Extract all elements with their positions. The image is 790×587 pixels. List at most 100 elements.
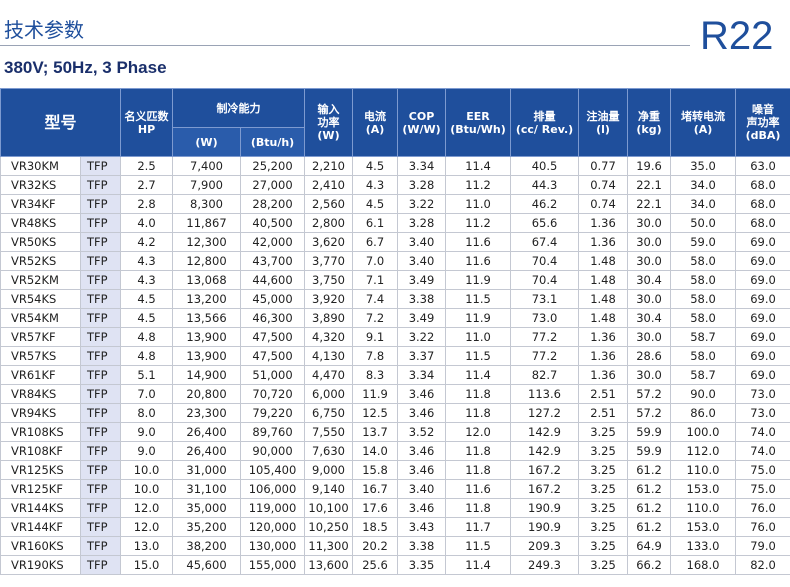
value-cell: 86.0	[670, 403, 737, 423]
value-cell: 3.38	[397, 536, 447, 556]
value-cell: 7,550	[304, 422, 354, 442]
column-subheader: (Btu/h)	[240, 127, 306, 157]
value-cell: 0.74	[578, 194, 629, 214]
header-line: 输入	[317, 103, 340, 116]
value-cell: 106,000	[240, 479, 306, 499]
value-cell: 73.1	[510, 289, 580, 309]
value-cell: 153.0	[670, 517, 737, 537]
value-cell: 7.1	[352, 270, 399, 290]
value-cell: 1.36	[578, 327, 629, 347]
value-cell: 66.2	[627, 555, 672, 575]
table-row: VR144KS TFP 12.0 35,000 119,000 10,100 17.6 3.4…	[0, 498, 790, 518]
value-cell: 13.0	[120, 536, 174, 556]
model-cell: VR61KF	[0, 365, 81, 385]
table-row: VR52KS TFP 4.3 12,800 43,700 3,770 7.0 3.40 11.6…	[0, 251, 790, 271]
value-cell: 113.6	[510, 384, 580, 404]
spec-table: 型号 名义匹数 HP 制冷能力 输入 功率 (W) 电流 (A) COP (W/W) EE…	[0, 88, 790, 575]
value-cell: 69.0	[735, 251, 790, 271]
value-cell: 11.4	[445, 555, 512, 575]
value-cell: 249.3	[510, 555, 580, 575]
variant-cell: TFP	[79, 194, 122, 214]
value-cell: 13,900	[172, 327, 242, 347]
table-row: VR54KM TFP 4.5 13,566 46,300 3,890 7.2 3.49 11.9…	[0, 308, 790, 328]
header-line: EER	[466, 109, 490, 123]
model-cell: VR125KS	[0, 460, 81, 480]
value-cell: 59.9	[627, 422, 672, 442]
header-line: 注油量	[586, 109, 620, 123]
value-cell: 1.48	[578, 251, 629, 271]
model-cell: VR30KM	[0, 156, 81, 176]
value-cell: 11.8	[445, 460, 512, 480]
value-cell: 127.2	[510, 403, 580, 423]
value-cell: 35,000	[172, 498, 242, 518]
value-cell: 190.9	[510, 517, 580, 537]
value-cell: 11.8	[445, 403, 512, 423]
value-cell: 6.7	[352, 232, 399, 252]
value-cell: 3.35	[397, 555, 447, 575]
title-rule	[0, 45, 690, 46]
value-cell: 3.46	[397, 498, 447, 518]
variant-cell: TFP	[79, 517, 122, 537]
value-cell: 19.6	[627, 156, 672, 176]
value-cell: 38,200	[172, 536, 242, 556]
value-cell: 209.3	[510, 536, 580, 556]
value-cell: 3.46	[397, 460, 447, 480]
table-head: 型号 名义匹数 HP 制冷能力 输入 功率 (W) 电流 (A) COP (W/W) EE…	[0, 88, 790, 157]
value-cell: 12.5	[352, 403, 399, 423]
value-cell: 61.2	[627, 479, 672, 499]
value-cell: 11.4	[445, 365, 512, 385]
model-cell: VR57KS	[0, 346, 81, 366]
header-line: (kg)	[636, 122, 662, 136]
value-cell: 11.5	[445, 289, 512, 309]
value-cell: 4,130	[304, 346, 354, 366]
value-cell: 2.51	[578, 403, 629, 423]
value-cell: 35.0	[670, 156, 737, 176]
value-cell: 16.7	[352, 479, 399, 499]
variant-cell: TFP	[79, 232, 122, 252]
value-cell: 73.0	[735, 384, 790, 404]
value-cell: 119,000	[240, 498, 306, 518]
value-cell: 133.0	[670, 536, 737, 556]
value-cell: 105,400	[240, 460, 306, 480]
model-cell: VR50KS	[0, 232, 81, 252]
value-cell: 13.7	[352, 422, 399, 442]
value-cell: 1.36	[578, 346, 629, 366]
model-cell: VR52KS	[0, 251, 81, 271]
value-cell: 3.40	[397, 479, 447, 499]
variant-cell: TFP	[79, 536, 122, 556]
header-line: 声功率	[746, 116, 780, 129]
column-header: 名义匹数 HP	[120, 88, 174, 157]
value-cell: 0.74	[578, 175, 629, 195]
value-cell: 69.0	[735, 308, 790, 328]
value-cell: 64.9	[627, 536, 672, 556]
value-cell: 10.0	[120, 460, 174, 480]
value-cell: 7.4	[352, 289, 399, 309]
value-cell: 20.2	[352, 536, 399, 556]
model-cell: VR190KS	[0, 555, 81, 575]
value-cell: 8,300	[172, 194, 242, 214]
value-cell: 11.9	[445, 270, 512, 290]
value-cell: 11.8	[445, 441, 512, 461]
value-cell: 4,320	[304, 327, 354, 347]
column-header: 输入 功率 (W)	[304, 88, 354, 157]
table-row: VR108KF TFP 9.0 26,400 90,000 7,630 14.0 3.46 11…	[0, 441, 790, 461]
table-row: VR34KF TFP 2.8 8,300 28,200 2,560 4.5 3.22 11.0 4…	[0, 194, 790, 214]
value-cell: 3.49	[397, 270, 447, 290]
header-line: 堵转电流	[681, 109, 726, 123]
value-cell: 15.8	[352, 460, 399, 480]
value-cell: 3.25	[578, 555, 629, 575]
value-cell: 3.25	[578, 536, 629, 556]
header-row: 型号 名义匹数 HP 制冷能力 输入 功率 (W) 电流 (A) COP (W/W) EE…	[0, 88, 790, 157]
value-cell: 11.6	[445, 479, 512, 499]
value-cell: 9,140	[304, 479, 354, 499]
value-cell: 28,200	[240, 194, 306, 214]
value-cell: 100.0	[670, 422, 737, 442]
value-cell: 4.5	[120, 308, 174, 328]
value-cell: 2.51	[578, 384, 629, 404]
value-cell: 90.0	[670, 384, 737, 404]
value-cell: 13,600	[304, 555, 354, 575]
value-cell: 6,750	[304, 403, 354, 423]
variant-cell: TFP	[79, 498, 122, 518]
column-header: 堵转电流 (A)	[670, 88, 737, 157]
value-cell: 3,770	[304, 251, 354, 271]
